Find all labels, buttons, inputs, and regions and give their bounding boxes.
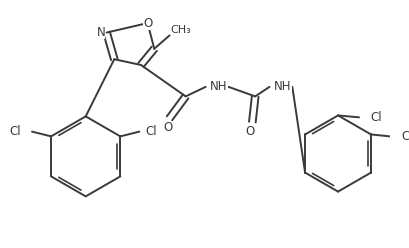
Text: Cl: Cl bbox=[370, 111, 381, 124]
Text: N: N bbox=[97, 26, 105, 39]
Text: Cl: Cl bbox=[9, 125, 20, 138]
Text: Cl: Cl bbox=[145, 125, 156, 138]
Text: O: O bbox=[143, 17, 152, 30]
Text: NH: NH bbox=[210, 80, 227, 93]
Text: O: O bbox=[163, 121, 172, 134]
Text: CH₃: CH₃ bbox=[170, 25, 191, 35]
Text: O: O bbox=[245, 125, 254, 138]
Text: Cl: Cl bbox=[400, 130, 409, 143]
Text: NH: NH bbox=[273, 80, 291, 93]
